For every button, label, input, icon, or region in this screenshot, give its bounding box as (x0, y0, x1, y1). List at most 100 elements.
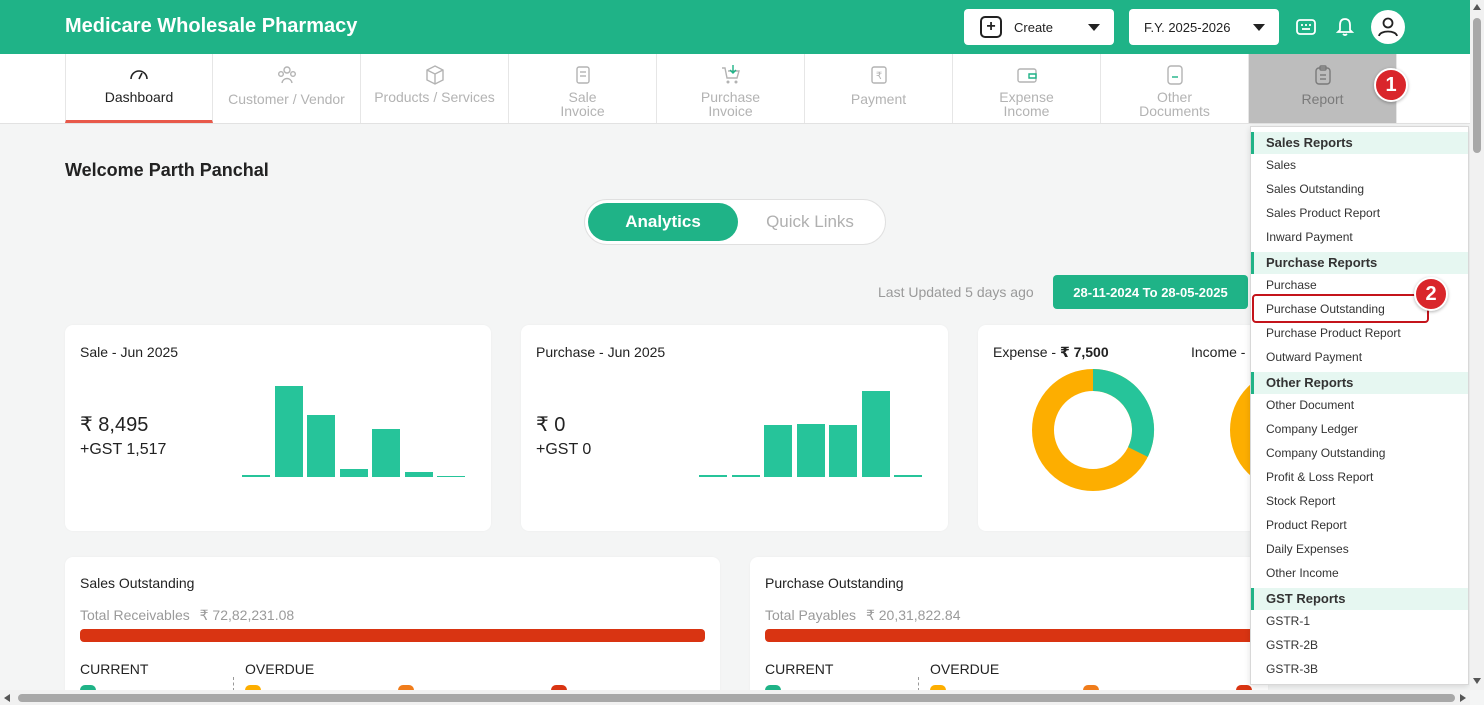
date-range-button[interactable]: 28-11-2024 To 28-05-2025 (1053, 275, 1248, 309)
nav-products-services[interactable]: Products / Services (361, 54, 509, 123)
chart-bar (242, 475, 270, 477)
purchase-card-title: Purchase - Jun 2025 (536, 344, 666, 360)
menu-item[interactable]: GSTR-2B (1266, 638, 1319, 652)
chart-bar (764, 425, 792, 477)
overdue-label: OVERDUE (245, 661, 315, 677)
speedometer-icon (130, 70, 148, 80)
chart-bar (339, 469, 368, 477)
chart-bar (274, 386, 303, 477)
menu-section-heading: GST Reports (1251, 588, 1468, 610)
nav-sale-invoice[interactable]: Sale Invoice (509, 54, 657, 123)
expense-label: Expense - (993, 344, 1057, 360)
sale-gst: +GST 1,517 (80, 441, 167, 458)
purchase-amount: ₹ 0 (536, 414, 566, 436)
menu-item[interactable]: GSTR-3B (1266, 662, 1319, 676)
menu-item[interactable]: Stock Report (1266, 494, 1336, 508)
keyboard-icon[interactable] (1293, 14, 1319, 40)
nav-label: Customer / Vendor (228, 91, 345, 107)
box-icon (425, 65, 444, 85)
horizontal-scrollbar[interactable] (0, 690, 1470, 705)
chart-bar (796, 424, 825, 477)
chart-bar (699, 475, 727, 477)
payables-progress-bar (765, 629, 1268, 642)
chart-bar (307, 415, 335, 477)
menu-item[interactable]: GSTR-1 (1266, 614, 1311, 628)
sale-card: Sale - Jun 2025 ₹ 8,495 +GST 1,517 (65, 325, 491, 531)
svg-text:₹: ₹ (875, 71, 881, 82)
expense-income-card: Expense - ₹ 7,500 Income - (978, 325, 1268, 531)
cart-icon (721, 65, 740, 84)
bell-icon[interactable] (1332, 14, 1358, 40)
menu-item[interactable]: Purchase Outstanding (1266, 302, 1385, 316)
expense-donut-chart (1032, 368, 1155, 491)
nav-payment[interactable]: ₹ Payment (805, 54, 953, 123)
tab-quick-links[interactable]: Quick Links (766, 212, 854, 231)
divider (233, 677, 234, 691)
total-payables-label: Total Payables (765, 607, 857, 623)
vertical-scrollbar[interactable] (1470, 0, 1484, 690)
total-receivables: Total Receivables ₹ 72,82,231.08 (80, 607, 294, 624)
nav-label: Payment (850, 91, 907, 107)
scroll-thumb[interactable] (18, 694, 1455, 702)
rupee-doc-icon: ₹ (870, 66, 887, 84)
document-icon (1166, 65, 1183, 85)
plus-icon: + (980, 16, 1002, 38)
menu-item[interactable]: Company Outstanding (1266, 446, 1386, 460)
menu-item[interactable]: Purchase (1266, 278, 1317, 292)
nav-purchase-invoice[interactable]: Purchase Invoice (657, 54, 805, 123)
nav-customer-vendor[interactable]: Customer / Vendor (213, 54, 361, 123)
highlight-purchase-outstanding (1252, 294, 1429, 323)
top-bar: Medicare Wholesale Pharmacy + Create F.Y… (0, 0, 1470, 54)
menu-item[interactable]: Outward Payment (1266, 350, 1363, 364)
nav-label: Purchase Invoice (700, 89, 761, 119)
chart-bar (894, 475, 922, 477)
create-label: Create (1014, 19, 1054, 35)
chart-bar (372, 429, 400, 477)
menu-item[interactable]: Other Document (1266, 398, 1355, 412)
menu-item[interactable]: Profit & Loss Report (1266, 470, 1374, 484)
nav-other-documents[interactable]: Other Documents (1101, 54, 1249, 123)
menu-item[interactable]: Inward Payment (1266, 230, 1353, 244)
financial-year-select[interactable]: F.Y. 2025-2026 (1129, 9, 1279, 45)
sales-outstanding-card: Sales Outstanding Total Receivables ₹ 72… (65, 557, 720, 697)
scroll-right-icon[interactable] (1460, 694, 1466, 702)
chevron-down-icon (1253, 24, 1265, 31)
menu-item[interactable]: Product Report (1266, 518, 1347, 532)
scroll-thumb[interactable] (1473, 18, 1481, 153)
total-receivables-value: ₹ 72,82,231.08 (199, 607, 295, 623)
last-updated-text: Last Updated 5 days ago (878, 284, 1034, 300)
scroll-left-icon[interactable] (4, 694, 10, 702)
overdue-label: OVERDUE (930, 661, 1000, 677)
menu-item[interactable]: Sales Outstanding (1266, 182, 1365, 196)
wallet-icon (1016, 68, 1037, 83)
purchase-gst: +GST 0 (536, 441, 592, 458)
current-label: CURRENT (80, 661, 149, 677)
menu-item[interactable]: Other Income (1266, 566, 1339, 580)
chart-bar (437, 476, 465, 477)
income-label: Income - (1191, 344, 1246, 360)
total-payables: Total Payables ₹ 20,31,822.84 (765, 607, 961, 624)
menu-section-heading: Other Reports (1251, 372, 1468, 394)
nav-report[interactable]: Report (1249, 54, 1397, 123)
nav-label: Products / Services (374, 89, 495, 105)
user-avatar-icon[interactable] (1371, 10, 1405, 44)
menu-item[interactable]: Purchase Product Report (1266, 326, 1401, 340)
tab-analytics[interactable]: Analytics (588, 203, 738, 241)
sale-amount: ₹ 8,495 (80, 414, 149, 436)
menu-item[interactable]: Daily Expenses (1266, 542, 1349, 556)
menu-item[interactable]: Company Ledger (1266, 422, 1359, 436)
menu-item[interactable]: Sales Product Report (1266, 206, 1381, 220)
scroll-down-icon[interactable] (1473, 678, 1481, 684)
invoice-icon (575, 66, 590, 84)
menu-item[interactable]: Sales (1266, 158, 1297, 172)
scroll-up-icon[interactable] (1473, 4, 1481, 10)
view-toggle: Analytics Quick Links (584, 199, 886, 245)
menu-section-heading: Sales Reports (1251, 132, 1468, 154)
nav-expense-income[interactable]: Expense Income (953, 54, 1101, 123)
purchase-outstanding-title: Purchase Outstanding (765, 575, 904, 591)
nav-dashboard[interactable]: Dashboard (65, 54, 213, 123)
create-button[interactable]: + Create (964, 9, 1114, 45)
report-dropdown-menu: Sales Reports Sales Sales Outstanding Sales… (1250, 126, 1469, 685)
step-badge-2: 2 (1414, 277, 1448, 311)
total-payables-value: ₹ 20,31,822.84 (865, 607, 961, 623)
